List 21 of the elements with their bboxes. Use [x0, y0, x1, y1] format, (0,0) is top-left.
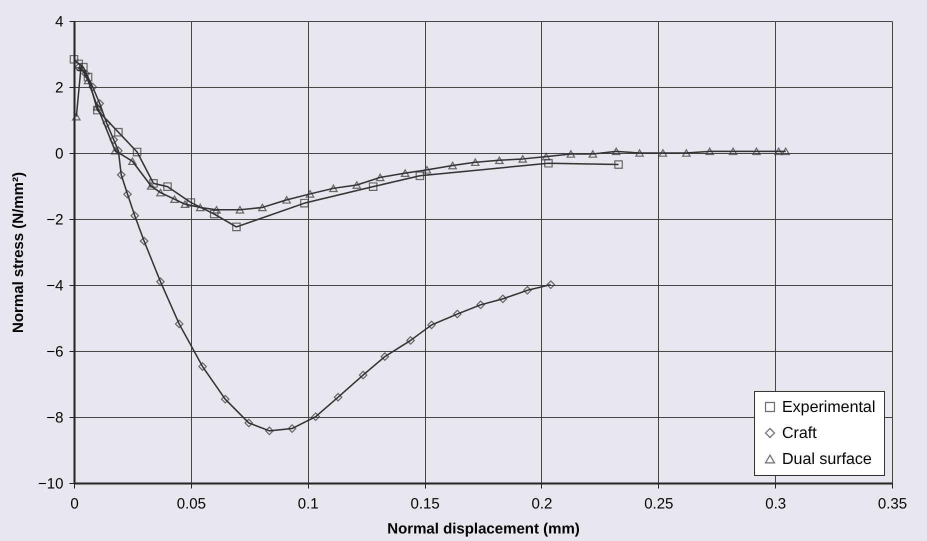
x-tick-label: 0.2	[532, 496, 552, 512]
legend-label: Craft	[782, 425, 818, 442]
x-tick-label: 0.25	[644, 496, 674, 512]
x-tick-label: 0.3	[765, 496, 786, 512]
y-axis-title: Normal stress (N/mm²)	[10, 172, 28, 333]
x-tick-label: 0	[70, 496, 79, 512]
x-tick-label: 0.15	[410, 496, 440, 512]
x-tick-label: 0.05	[176, 496, 206, 512]
y-tick-label: −8	[46, 410, 64, 426]
y-tick-label: 4	[55, 14, 64, 30]
x-axis-title: Normal displacement (mm)	[387, 520, 580, 538]
x-tick-label: 0.35	[878, 496, 908, 512]
y-tick-label: 2	[55, 80, 64, 96]
y-tick-label: −4	[46, 278, 64, 294]
y-tick-label: −2	[46, 212, 64, 228]
y-tick-label: 0	[55, 146, 64, 162]
y-tick-label: −6	[46, 344, 64, 360]
legend-label: Dual surface	[782, 451, 872, 468]
legend-label: Experimental	[782, 399, 876, 416]
x-tick-label: 0.1	[298, 496, 319, 512]
y-tick-label: −10	[38, 476, 64, 492]
